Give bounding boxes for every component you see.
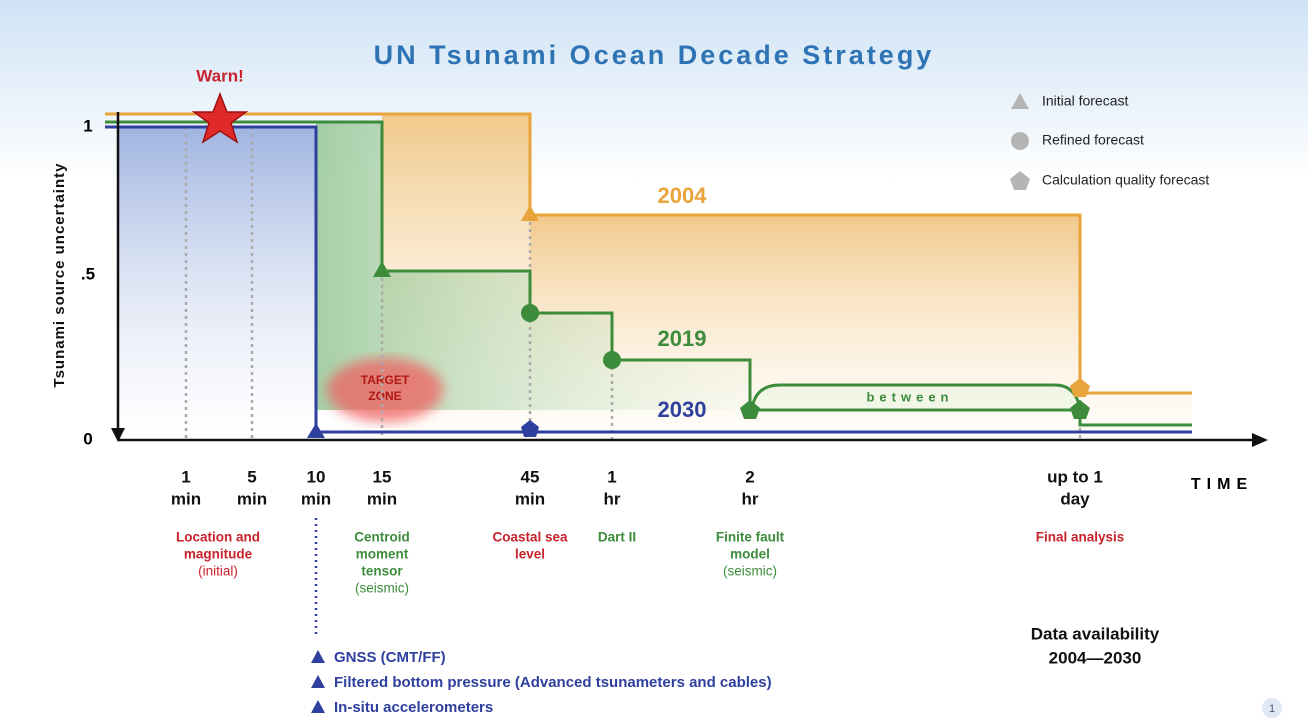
y-tick-label: 0 [83, 429, 92, 448]
marker-initial [521, 205, 539, 221]
x-tick-label: day [1060, 489, 1090, 508]
source-label: magnitude [184, 547, 253, 562]
source-label: Dart II [598, 530, 636, 545]
legend-icon [1010, 171, 1030, 190]
marker-quality [521, 420, 539, 437]
legend-label: Refined forecast [1042, 132, 1144, 148]
x-tick-label: 45 [521, 467, 540, 486]
x-tick-label: min [515, 489, 545, 508]
x-tick-label: 5 [247, 467, 256, 486]
source-label: moment [356, 547, 409, 562]
data-sources: Location and magnitude (initial) Centroid mo… [176, 530, 1124, 596]
x-ticks: 1 min 5 min 10 min 15 min 45 min 1 hr 2 hr up to 1 day [171, 467, 1103, 508]
warn-star [191, 91, 249, 144]
availability: 2004—2030 [1049, 648, 1142, 667]
x-tick-label: 1 [607, 467, 616, 486]
bullet [311, 675, 325, 688]
page-number: 1 [1269, 703, 1275, 715]
x-tick-label: hr [604, 489, 621, 508]
source-label: level [515, 547, 545, 562]
y-axis-label: Tsunami source uncertainty [51, 163, 68, 388]
warn-label: Warn! [196, 66, 244, 85]
legend-label: Initial forecast [1042, 93, 1128, 109]
marker-refined [521, 304, 539, 322]
x-tick-label: min [301, 489, 331, 508]
x-tick-label: min [171, 489, 201, 508]
x-arrow [1252, 433, 1268, 447]
marker-quality [1070, 400, 1090, 419]
instrument: In-situ accelerometers [334, 699, 493, 716]
target-zone-label: ZONE [368, 389, 401, 403]
x-axis-label: TIME [1191, 476, 1253, 493]
source-label: Finite fault [716, 530, 785, 545]
legend-icon [1011, 93, 1029, 109]
source-label: Centroid [354, 530, 410, 545]
x-tick-label: min [367, 489, 397, 508]
source-label: model [730, 547, 770, 562]
y-tick-label: .5 [81, 264, 95, 283]
marker-refined [603, 351, 621, 369]
source-note: (initial) [198, 564, 238, 579]
series-label: 2030 [658, 397, 707, 422]
x-tick-label: 2 [745, 467, 754, 486]
page-badge [1262, 698, 1282, 718]
line-2004 [105, 112, 1192, 395]
area-2019 [316, 122, 750, 410]
marker-initial [373, 261, 391, 277]
availability: Data availability [1031, 624, 1160, 643]
source-note: (seismic) [723, 564, 777, 579]
x-tick-label: 1 [181, 467, 190, 486]
marker-initial [307, 423, 325, 438]
between-label: between [866, 389, 953, 404]
source-label: Location and [176, 530, 260, 545]
bullet [311, 650, 325, 663]
target-zone [327, 358, 443, 422]
source-label: Coastal sea [492, 530, 568, 545]
source-label: tensor [361, 564, 403, 579]
legend-label: Calculation quality forecast [1042, 172, 1209, 188]
series-label: 2019 [658, 326, 707, 351]
x-tick-label: up to 1 [1047, 467, 1103, 486]
marker-quality [740, 400, 760, 419]
x-tick-label: 15 [373, 467, 392, 486]
source-label: Final analysis [1036, 530, 1125, 545]
target-zone-label: TARGET [361, 373, 410, 387]
instrument: Filtered bottom pressure (Advanced tsuna… [334, 674, 772, 691]
source-note: (seismic) [355, 581, 409, 596]
y-tick-label: 1 [83, 116, 92, 135]
bullet [311, 700, 325, 713]
title: UN Tsunami Ocean Decade Strategy [374, 40, 935, 70]
x-tick-label: min [237, 489, 267, 508]
area-2030 [118, 127, 316, 440]
marker-quality [1070, 378, 1090, 397]
y-arrow [111, 428, 125, 442]
instrument: GNSS (CMT/FF) [334, 649, 446, 666]
legend-icon [1011, 132, 1029, 150]
x-tick-label: hr [742, 489, 759, 508]
series-label: 2004 [658, 183, 708, 208]
x-tick-label: 10 [307, 467, 326, 486]
